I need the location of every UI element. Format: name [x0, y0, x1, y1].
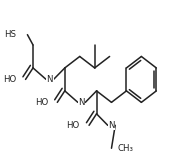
Text: HO: HO — [3, 75, 16, 84]
Text: CH₃: CH₃ — [117, 144, 133, 153]
Text: N: N — [47, 75, 53, 84]
Text: HS: HS — [4, 30, 16, 39]
Text: N: N — [78, 98, 85, 107]
Text: HO: HO — [35, 98, 48, 107]
Text: HO: HO — [66, 121, 80, 130]
Text: N: N — [108, 121, 115, 130]
